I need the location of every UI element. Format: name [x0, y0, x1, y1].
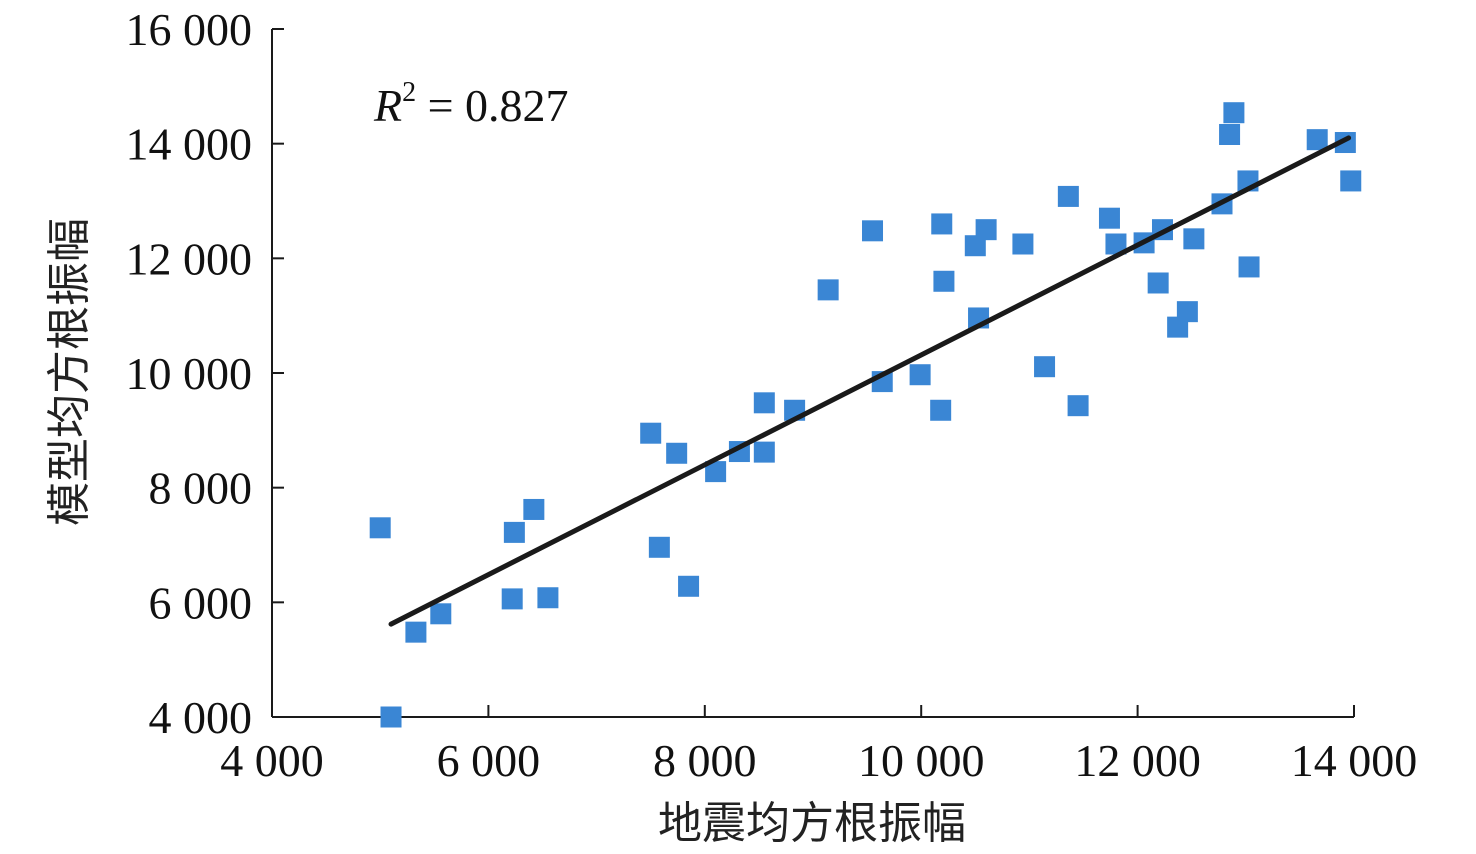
data-point — [1012, 233, 1034, 255]
data-point — [909, 364, 931, 386]
y-tick-label: 16 000 — [126, 4, 253, 55]
data-point — [380, 706, 402, 728]
data-point — [1219, 123, 1241, 145]
r-squared-annotation: R2 = 0.827 — [373, 77, 569, 131]
data-point — [1034, 356, 1056, 378]
data-point — [931, 213, 953, 235]
data-point — [405, 621, 427, 643]
x-tick-label: 6 000 — [437, 735, 541, 786]
x-tick-label: 10 000 — [858, 735, 985, 786]
data-point — [640, 422, 662, 444]
data-point — [523, 498, 545, 520]
r-squared-value: = 0.827 — [416, 80, 568, 131]
data-point — [648, 536, 670, 558]
data-point — [1340, 170, 1362, 192]
data-point — [753, 441, 775, 463]
data-point — [705, 461, 727, 483]
x-axis-ticks: 4 000 6 000 8 000 10 000 12 000 14 000 — [220, 705, 1417, 786]
trendline-group — [388, 135, 1352, 627]
x-tick-label: 12 000 — [1074, 735, 1201, 786]
data-point — [975, 219, 997, 241]
x-tick-label: 4 000 — [220, 735, 324, 786]
y-axis-title: 模型均方根振幅 — [44, 218, 95, 526]
data-point — [369, 517, 391, 539]
data-point — [753, 392, 775, 414]
data-point — [933, 270, 955, 292]
x-tick-label: 14 000 — [1291, 735, 1418, 786]
data-point — [1147, 272, 1169, 294]
data-point — [501, 588, 523, 610]
y-tick-label: 10 000 — [126, 348, 253, 399]
data-point — [1176, 301, 1198, 323]
r-squared-sup: 2 — [402, 77, 416, 108]
y-tick-label: 4 000 — [149, 692, 253, 743]
data-point — [964, 235, 986, 257]
data-point — [1057, 185, 1079, 207]
x-tick-label: 8 000 — [653, 735, 757, 786]
y-tick-label: 6 000 — [149, 577, 253, 628]
data-point — [1067, 395, 1089, 417]
data-point — [503, 521, 525, 543]
r-squared-var: R — [373, 80, 402, 131]
data-point — [1183, 228, 1205, 250]
y-tick-label: 12 000 — [126, 233, 253, 284]
y-tick-label: 8 000 — [149, 463, 253, 514]
y-tick-label: 14 000 — [126, 119, 253, 170]
data-point — [1238, 256, 1260, 278]
x-axis-title: 地震均方根振幅 — [658, 798, 966, 849]
data-point — [817, 279, 839, 301]
data-point — [1105, 233, 1127, 255]
data-point — [1098, 207, 1120, 229]
data-point — [862, 220, 884, 242]
trendline — [388, 135, 1352, 627]
data-point — [930, 399, 952, 421]
data-point — [430, 603, 452, 625]
data-points — [369, 102, 1362, 728]
data-point — [537, 587, 559, 609]
data-point — [666, 442, 688, 464]
data-point — [1306, 129, 1328, 151]
data-point — [678, 575, 700, 597]
data-point — [1223, 102, 1245, 124]
y-axis-ticks: 4 000 6 000 8 000 10 000 12 000 14 000 16 000 — [126, 4, 284, 743]
